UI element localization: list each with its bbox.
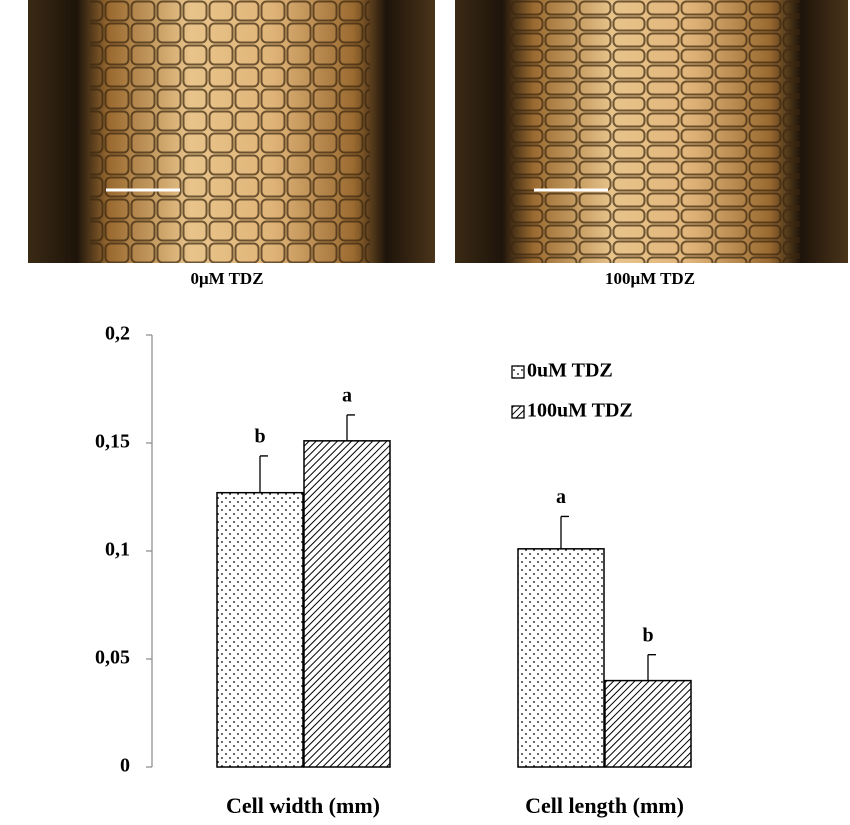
micrograph bbox=[28, 0, 435, 263]
image-caption: 0μM TDZ bbox=[190, 269, 263, 288]
legend-swatch bbox=[511, 365, 525, 379]
error-bar bbox=[259, 455, 268, 493]
legend-label: 100uM TDZ bbox=[527, 400, 633, 422]
significance-letter: b bbox=[254, 426, 265, 448]
error-bar bbox=[647, 654, 656, 681]
y-tick-label: 0,2 bbox=[105, 323, 130, 345]
legend-swatch bbox=[511, 405, 525, 419]
y-tick-label: 0 bbox=[120, 755, 130, 777]
significance-letter: a bbox=[342, 385, 352, 407]
bar bbox=[216, 491, 304, 768]
x-tick-label: Cell length (mm) bbox=[525, 793, 684, 818]
y-tick-label: 0,05 bbox=[95, 647, 130, 669]
y-tick-label: 0,15 bbox=[95, 431, 130, 453]
bar bbox=[303, 440, 391, 768]
micrograph bbox=[455, 0, 848, 263]
legend-label: 0uM TDZ bbox=[527, 360, 613, 382]
significance-letter: b bbox=[642, 624, 653, 646]
significance-letter: a bbox=[556, 486, 566, 508]
y-tick-label: 0,1 bbox=[105, 539, 130, 561]
error-bar bbox=[346, 414, 355, 441]
x-tick-label: Cell width (mm) bbox=[226, 793, 380, 818]
bar bbox=[604, 679, 692, 768]
image-caption: 100μM TDZ bbox=[605, 269, 695, 288]
error-bar bbox=[560, 515, 569, 549]
bar bbox=[517, 548, 605, 768]
